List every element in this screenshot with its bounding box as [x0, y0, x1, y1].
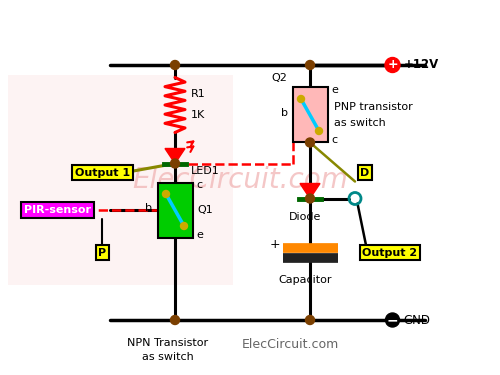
- Bar: [158, 183, 192, 237]
- Text: as switch: as switch: [142, 352, 194, 363]
- Circle shape: [170, 159, 179, 168]
- Text: e: e: [332, 85, 338, 95]
- Text: Output 2: Output 2: [362, 248, 418, 258]
- Text: Output 1: Output 1: [75, 168, 130, 177]
- Circle shape: [180, 222, 188, 230]
- Circle shape: [306, 60, 314, 69]
- Bar: [8, 75, 232, 285]
- Text: PIR-sensor: PIR-sensor: [24, 205, 91, 215]
- Text: R1: R1: [191, 89, 206, 99]
- Text: +12V: +12V: [404, 58, 439, 72]
- Circle shape: [316, 128, 322, 135]
- Text: ElecCircuit.com: ElecCircuit.com: [132, 166, 348, 194]
- Text: Capacitor: Capacitor: [278, 275, 332, 285]
- Circle shape: [306, 194, 314, 203]
- Circle shape: [306, 138, 314, 147]
- Text: ElecCircuit.com: ElecCircuit.com: [242, 338, 338, 351]
- Text: as switch: as switch: [334, 117, 385, 128]
- Text: NPN Transistor: NPN Transistor: [127, 338, 208, 348]
- Text: b: b: [280, 108, 287, 117]
- Circle shape: [170, 60, 179, 69]
- Text: D: D: [360, 168, 370, 177]
- Circle shape: [306, 315, 314, 324]
- Circle shape: [386, 313, 400, 327]
- Text: 1K: 1K: [191, 110, 206, 120]
- Text: Diode: Diode: [289, 211, 321, 222]
- Text: b: b: [146, 202, 152, 213]
- Bar: [292, 87, 328, 142]
- Text: +: +: [387, 58, 398, 72]
- Circle shape: [298, 96, 304, 102]
- Text: Q2: Q2: [272, 72, 287, 82]
- Text: c: c: [332, 135, 338, 145]
- Text: PNP transistor: PNP transistor: [334, 102, 412, 112]
- Text: P: P: [98, 248, 106, 258]
- Circle shape: [170, 315, 179, 324]
- Text: e: e: [196, 230, 203, 240]
- Polygon shape: [300, 183, 320, 198]
- Circle shape: [385, 57, 400, 72]
- Circle shape: [162, 190, 170, 198]
- Text: +: +: [270, 238, 280, 252]
- Text: c: c: [196, 180, 202, 190]
- Text: LED1: LED1: [191, 166, 220, 177]
- Text: −: −: [386, 313, 398, 327]
- Text: GND: GND: [404, 314, 430, 327]
- Polygon shape: [165, 148, 185, 164]
- Text: Q1: Q1: [198, 205, 213, 215]
